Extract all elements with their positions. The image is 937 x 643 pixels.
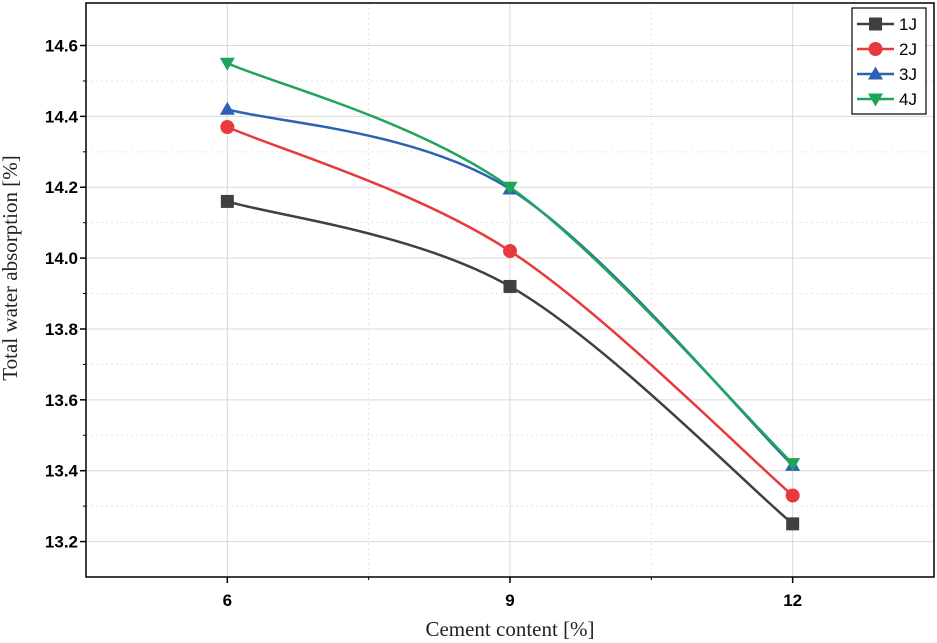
x-tick-label: 6 [223, 591, 232, 610]
series-1 [220, 194, 800, 531]
y-tick-label: 14.0 [45, 249, 78, 268]
data-point [786, 517, 800, 531]
axis-ticks: 13.2 13.4 13.6 13.8 14.0 14.2 14.4 14.6 6 9 12 [45, 37, 802, 610]
data-point [503, 244, 517, 259]
legend-label: 4J [899, 90, 917, 109]
x-axis-title: Cement content [%] [425, 617, 594, 641]
legend-marker [868, 66, 883, 80]
series-2 [220, 120, 800, 503]
y-tick-label: 13.8 [45, 320, 78, 339]
x-tick-label: 9 [505, 591, 514, 610]
y-axis-title: Total water absorption [%] [0, 155, 22, 380]
series-4 [219, 57, 801, 472]
legend-label: 1J [899, 15, 917, 34]
series-group [219, 57, 801, 531]
legend-label: 2J [899, 40, 917, 59]
y-tick-label: 13.2 [45, 533, 78, 552]
legend-marker [868, 42, 883, 56]
legend-item: 4J [857, 90, 917, 109]
legend-item: 1J [857, 15, 917, 34]
data-point [785, 488, 800, 503]
data-point [502, 181, 518, 195]
y-tick-label: 14.2 [45, 178, 78, 197]
legend-box [851, 7, 927, 115]
legend-marker [869, 17, 882, 31]
legend-label: 3J [899, 65, 917, 84]
legend-item: 3J [857, 65, 917, 84]
data-point [219, 101, 235, 115]
y-tick-label: 13.4 [45, 462, 79, 481]
legend-marker [868, 93, 883, 107]
data-point [219, 57, 235, 71]
y-tick-label: 13.6 [45, 391, 78, 410]
data-point [503, 279, 517, 293]
y-tick-label: 14.6 [45, 37, 78, 56]
data-point [785, 458, 801, 472]
x-tick-label: 12 [783, 591, 802, 610]
legend-item: 2J [857, 40, 917, 59]
y-tick-label: 14.4 [45, 107, 79, 126]
grid [86, 3, 934, 577]
data-point [220, 194, 234, 208]
legend: 1J 2J 3J 4J [851, 7, 927, 115]
data-point [220, 120, 235, 135]
